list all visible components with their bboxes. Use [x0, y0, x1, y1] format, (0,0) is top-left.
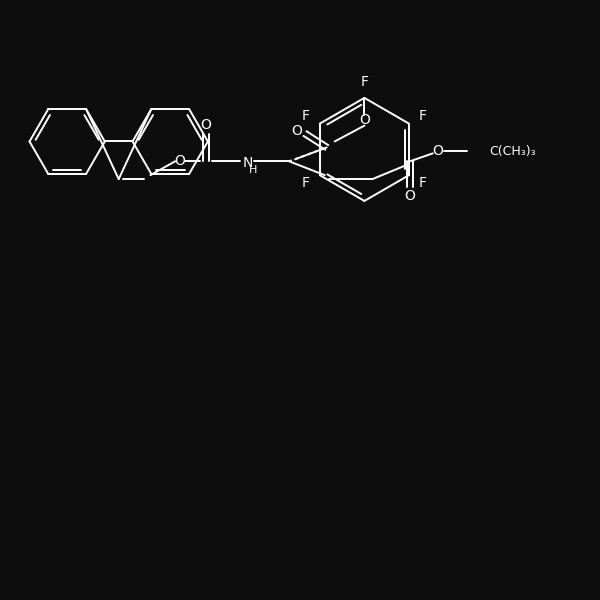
Text: O: O	[404, 189, 415, 203]
Text: O: O	[432, 145, 443, 158]
Text: O: O	[292, 124, 302, 137]
Text: O: O	[200, 118, 211, 131]
Text: O: O	[359, 113, 370, 127]
Text: O: O	[175, 154, 185, 168]
Text: F: F	[419, 109, 427, 123]
Text: F: F	[361, 75, 368, 89]
Text: N: N	[242, 156, 253, 170]
Text: F: F	[419, 176, 427, 190]
Text: H: H	[249, 165, 257, 175]
Text: F: F	[302, 176, 310, 190]
Text: F: F	[302, 109, 310, 123]
Text: C(CH₃)₃: C(CH₃)₃	[489, 145, 536, 158]
